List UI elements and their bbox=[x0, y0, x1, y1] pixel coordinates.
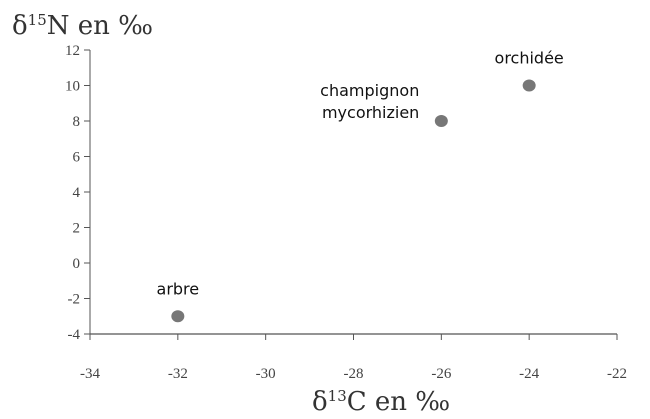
x-tick-label: -26 bbox=[431, 366, 451, 382]
point-label-line: champignon bbox=[320, 81, 419, 100]
y-tick-label: 8 bbox=[73, 114, 81, 130]
x-axis-title-sup: 13 bbox=[328, 387, 347, 405]
x-axis-title-prefix: δ bbox=[312, 387, 328, 417]
point-label: arbre bbox=[157, 279, 200, 298]
x-tick-label: -30 bbox=[256, 366, 276, 382]
point-label-line: mycorhizien bbox=[322, 103, 419, 122]
point-label: orchidée bbox=[495, 49, 564, 68]
y-axis-title: δ15N en ‰ bbox=[12, 11, 153, 41]
y-tick-label: 2 bbox=[73, 221, 81, 237]
x-tick-label: -32 bbox=[168, 366, 188, 382]
point-label-line: arbre bbox=[157, 279, 200, 298]
data-point bbox=[171, 310, 185, 323]
x-tick-label: -24 bbox=[519, 366, 539, 382]
point-label: champignon mycorhizien bbox=[320, 81, 419, 122]
x-tick-label: -22 bbox=[607, 366, 627, 382]
y-tick-label: 0 bbox=[73, 256, 81, 272]
y-tick-label: -2 bbox=[68, 292, 81, 308]
y-axis-title-prefix: δ bbox=[12, 11, 28, 41]
x-tick-label: -34 bbox=[80, 366, 100, 382]
y-axis-title-rest: N en ‰ bbox=[47, 11, 153, 41]
y-axis-title-sup: 15 bbox=[28, 11, 47, 29]
y-tick-label: 10 bbox=[65, 79, 80, 95]
x-tick-label: -28 bbox=[344, 366, 364, 382]
x-axis-title-rest: C en ‰ bbox=[347, 387, 450, 417]
data-points: arbre champignon mycorhizien orchidée bbox=[157, 49, 564, 323]
data-point bbox=[522, 79, 536, 92]
y-tick-label: -4 bbox=[68, 327, 81, 343]
y-tick-label: 6 bbox=[73, 150, 81, 166]
axes: -4 -2 0 2 4 6 8 10 12 -34 -32 -30 -28 -26 -24 -22 bbox=[65, 43, 627, 382]
y-tick-label: 4 bbox=[73, 185, 81, 201]
data-point bbox=[434, 115, 448, 127]
point-label-line: orchidée bbox=[495, 49, 564, 68]
y-tick-label: 12 bbox=[65, 43, 80, 59]
x-axis-title: δ13C en ‰ bbox=[312, 387, 450, 417]
